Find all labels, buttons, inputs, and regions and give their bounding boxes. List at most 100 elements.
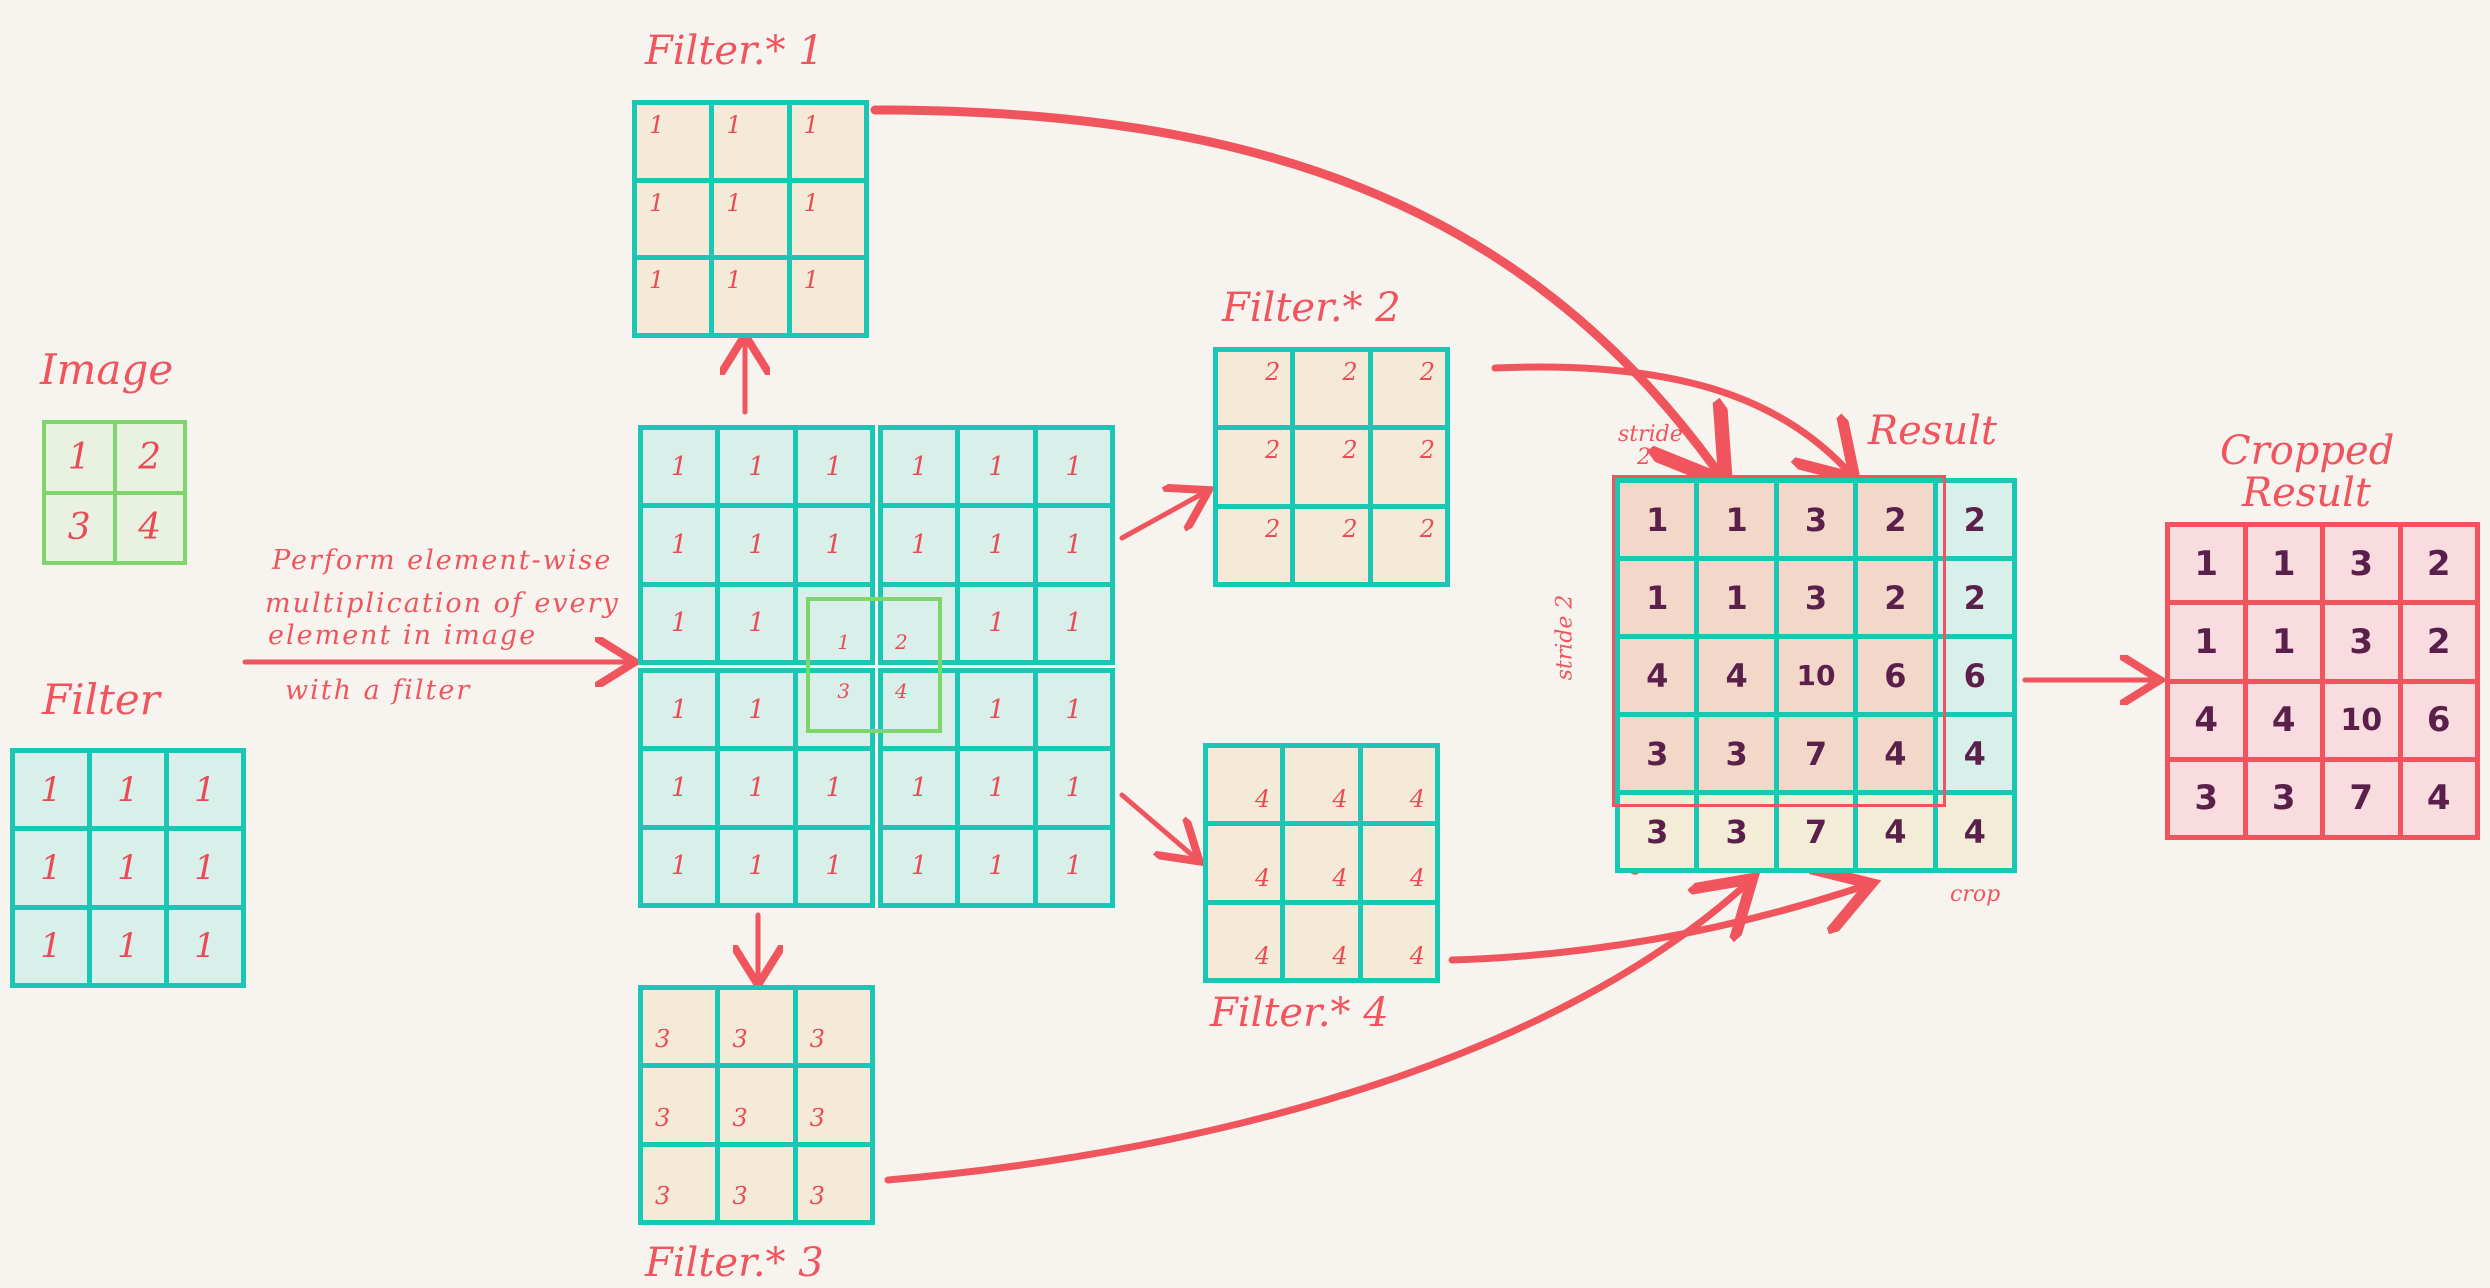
grid-cell: 2 [1372,430,1445,504]
cell-value: 1 [1646,578,1669,617]
grid-cell: 1 [720,751,793,825]
cell-value: 1 [649,111,665,139]
cell-value: 1 [726,111,742,139]
grid-cell: 2 [1218,508,1291,582]
grid-cell: 1 [720,508,793,582]
cell-value: 1 [748,851,765,882]
instruction-line-4: with a filter [285,675,472,706]
grid-cell: 1 [791,260,864,333]
grid-cell: 1 [1037,751,1110,825]
grid-cell: 1 [2170,605,2243,679]
cell-value: 1 [748,529,765,560]
grid-cell: 1 [883,508,956,582]
grid-cell: 1 [1699,561,1774,634]
cell-value: 7 [1804,734,1828,773]
grid-cell: 1 [960,508,1033,582]
cell-value: 1 [988,451,1005,482]
grid-cell: 4 [2170,683,2243,757]
grid-cell: 1 [2170,527,2243,601]
cell-value: 1 [1065,772,1083,803]
cell-value: 3 [1646,734,1669,773]
grid-cell: 2 [1937,561,2012,634]
grid-cell: 1 [720,586,793,660]
instruction-line-3: element in image [268,620,538,651]
cropped-title-line-2: Result [2242,470,2371,516]
cell-value: 1 [988,851,1005,882]
arrow-filter2-result [1491,363,1845,468]
grid-cell: 1 [1037,673,1110,747]
grid-cell: 1 [791,105,864,178]
cell-value: 4 [1963,734,1986,773]
grid-cell: 6 [1858,639,1933,712]
cell-value: 1 [748,772,765,803]
cell-value: 4 [1332,785,1348,814]
arrow-to-filter2 [1119,495,1200,541]
grid-cell: 1 [797,751,870,825]
cell-value: 4 [1725,656,1748,695]
cell-value: 4 [1332,863,1348,892]
filter2-grid: 2 2 2 2 2 2 2 2 2 [1213,347,1450,587]
grid-cell: 2 [1295,430,1368,504]
grid-cell: 4 [1937,795,2012,868]
cell-value: 4 [1409,785,1425,814]
cell-value: 1 [2271,621,2296,662]
cell-value: 3 [2194,778,2219,819]
cell-value: 3 [655,1182,671,1210]
grid-cell: 2 [1295,352,1368,426]
grid-cell: 1 [643,430,716,504]
image-value: 1 [67,436,91,478]
grid-cell: 2 [2402,605,2475,679]
grid-cell: 6 [1937,639,2012,712]
cell-value: 1 [670,529,688,560]
arrow-to-filter4 [1119,792,1192,855]
grid-cell: 2 [1218,352,1291,426]
grid-cell: 3 [1699,795,1774,868]
cell-value: 7 [1804,812,1828,851]
cell-value: 4 [2271,700,2296,741]
combined-filter-top-left: 1 1 1 1 1 1 1 1 1 [638,425,875,665]
grid-cell: 4 [2402,761,2475,835]
filter2-title: Filter.* 2 [1222,285,1401,331]
cell-value: 3 [1804,578,1828,617]
cell-value: 3 [732,1025,748,1054]
grid-cell: 2 [2402,527,2475,601]
grid-cell: 3 [643,990,716,1064]
cell-value: 1 [2194,543,2219,584]
cell-value: 1 [670,451,688,482]
cell-value: 1 [670,772,688,803]
grid-cell: 3 [2170,761,2243,835]
cell-value: 3 [809,1182,825,1210]
cell-value: 2 [1963,500,1986,539]
cell-value: 2 [1342,358,1358,386]
cell-value: 1 [2271,543,2296,584]
image-value: 3 [67,507,91,549]
grid-cell: 1 [1620,483,1695,556]
cell-value: 1 [988,694,1005,725]
cell-value: 10 [2340,702,2383,738]
cell-value: 3 [655,1103,671,1132]
image-overlay-highlight [806,597,942,733]
grid-cell: 4 [1208,826,1281,900]
cell-value: 2 [1884,578,1907,617]
grid-cell: 4 [2247,683,2320,757]
grid-cell: 10 [2325,683,2398,757]
cell-value: 2 [1884,500,1907,539]
grid-cell: 3 [1699,717,1774,790]
cell-value: 1 [748,694,765,725]
image-grid: 1 2 3 4 [42,420,187,565]
cell-value: 4 [1255,863,1271,892]
filter-value: 1 [40,926,62,967]
cell-value: 2 [1963,578,1986,617]
filter-value: 1 [194,769,216,810]
filter-value: 1 [117,769,139,810]
grid-cell: 1 [643,586,716,660]
cell-value: 2 [1265,358,1281,386]
cell-value: 3 [2349,543,2374,584]
grid-cell: 4 [1858,795,1933,868]
cell-value: 1 [825,529,843,560]
grid-cell: 1 [2247,527,2320,601]
grid-cell: 4 [883,673,956,747]
grid-cell: 3 [1620,795,1695,868]
filter-value: 1 [117,847,139,888]
grid-cell: 7 [2325,761,2398,835]
